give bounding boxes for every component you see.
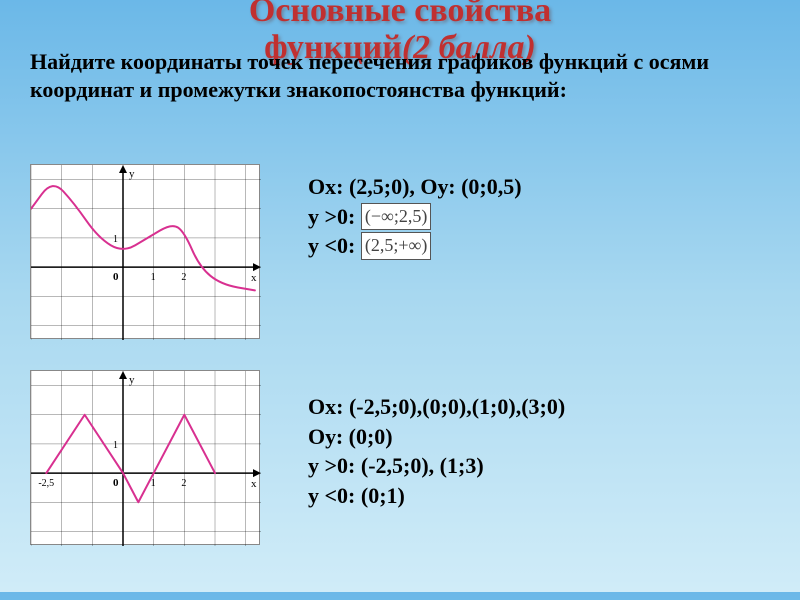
svg-text:y: y [129,168,135,180]
svg-text:1: 1 [113,234,118,245]
prompt-text: Найдите координаты точек пересечения гра… [30,48,770,103]
chart-1: 0 x y 1 2 1 [30,164,260,339]
svg-text:2: 2 [181,272,186,283]
ans2-yneg: у <0: (0;1) [308,481,778,511]
answers-1: Ох: (2,5;0), Оу: (0;0,5) у >0: (−∞;2,5) … [308,172,778,261]
svg-text:2: 2 [181,478,186,489]
svg-text:1: 1 [151,272,156,283]
svg-text:-2,5: -2,5 [38,478,54,489]
svg-text:0: 0 [113,271,119,283]
svg-text:1: 1 [151,478,156,489]
ans1-ypos-interval: (−∞;2,5) [361,203,431,230]
ans1-yneg-label: у <0: [308,233,355,258]
svg-text:1: 1 [113,440,118,451]
ans1-ypos: у >0: (−∞;2,5) [308,202,778,232]
svg-text:x: x [251,272,257,284]
ans1-yneg-interval: (2,5;+∞) [361,232,431,259]
ans2-oy: Оу: (0;0) [308,422,778,452]
chart-2: 0 x y 1 2 1 -2,5 [30,370,260,545]
answers-2: Ох: (-2,5;0),(0;0),(1;0),(3;0) Оу: (0;0)… [308,392,778,511]
ans1-ox-oy: Ох: (2,5;0), Оу: (0;0,5) [308,172,778,202]
ans2-ypos: у >0: (-2,5;0), (1;3) [308,451,778,481]
svg-text:0: 0 [113,477,119,489]
ans2-ox: Ох: (-2,5;0),(0;0),(1;0),(3;0) [308,392,778,422]
title-line1: Основные свойства [249,0,551,29]
ans1-ypos-label: у >0: [308,204,355,229]
svg-text:y: y [129,374,135,386]
svg-text:x: x [251,478,257,490]
ans1-yneg: у <0: (2,5;+∞) [308,231,778,261]
